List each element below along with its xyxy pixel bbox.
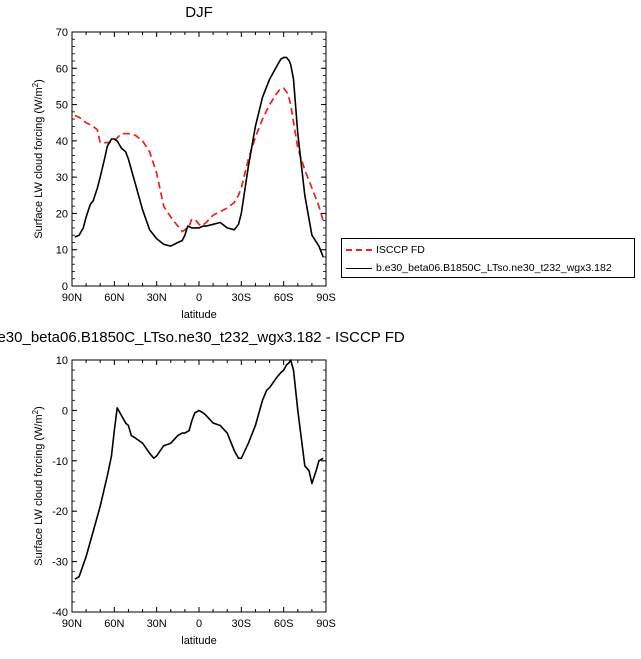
y-tick-label: -10 [52, 456, 68, 468]
legend-item-isccp: ISCCP FD [346, 242, 425, 258]
y-tick-label: 10 [56, 355, 68, 367]
y-tick-label: 70 [56, 27, 68, 39]
y-tick-label: 10 [56, 245, 68, 257]
x-tick-label: 90S [316, 618, 336, 630]
plot-frame [71, 359, 327, 613]
chart-title: .e30_beta06.B1850C_LTso.ne30_t232_wgx3.1… [0, 329, 405, 346]
x-axis-label: latitude [181, 635, 216, 647]
legend-label-isccp: ISCCP FD [376, 244, 425, 256]
x-tick-label: 30S [232, 618, 252, 630]
x-tick-label: 60N [104, 618, 124, 630]
y-tick-label: 0 [62, 281, 68, 293]
y-tick-label: 20 [56, 208, 68, 220]
y-tick-label: 40 [56, 136, 68, 148]
y-tick-label: 60 [56, 63, 68, 75]
chart-djf: DJF 90N 60N 30N 0 30S 60S 90S 0 10 20 30 40 50 60 70 lat… [31, 4, 336, 321]
y-axis-label: Surface LW cloud forcing (W/m2) [31, 79, 45, 239]
y-tick-label: -40 [52, 607, 68, 619]
series-line-1 [74, 56, 324, 258]
x-tick-label: 30S [232, 292, 252, 304]
y-axis-label: Surface LW cloud forcing (W/m2) [31, 406, 45, 566]
series-line-0 [74, 87, 325, 233]
chart-title: DJF [185, 4, 213, 21]
x-tick-label: 90S [316, 292, 336, 304]
x-tick-label: 30N [147, 292, 167, 304]
x-tick-label: 60S [274, 292, 294, 304]
x-tick-label: 90N [62, 618, 82, 630]
legend: ISCCP FD b.e30_beta06.B1850C_LTso.ne30_t… [341, 238, 635, 278]
y-tick-label: 0 [62, 405, 68, 417]
legend-swatch-model [346, 267, 372, 269]
legend-item-model: b.e30_beta06.B1850C_LTso.ne30_t232_wgx3.… [346, 260, 612, 276]
x-tick-label: 0 [196, 292, 202, 304]
x-axis-label: latitude [181, 309, 216, 321]
legend-label-model: b.e30_beta06.B1850C_LTso.ne30_t232_wgx3.… [376, 262, 612, 274]
x-tick-label: 0 [196, 618, 202, 630]
x-tick-label: 90N [62, 292, 82, 304]
legend-swatch-isccp [346, 249, 372, 251]
y-tick-label: -20 [52, 506, 68, 518]
series-line-0 [74, 359, 324, 580]
y-tick-label: 30 [56, 172, 68, 184]
y-tick-label: -30 [52, 557, 68, 569]
y-tick-label: 50 [56, 100, 68, 112]
x-tick-label: 30N [147, 618, 167, 630]
x-tick-label: 60S [274, 618, 294, 630]
x-tick-label: 60N [104, 292, 124, 304]
